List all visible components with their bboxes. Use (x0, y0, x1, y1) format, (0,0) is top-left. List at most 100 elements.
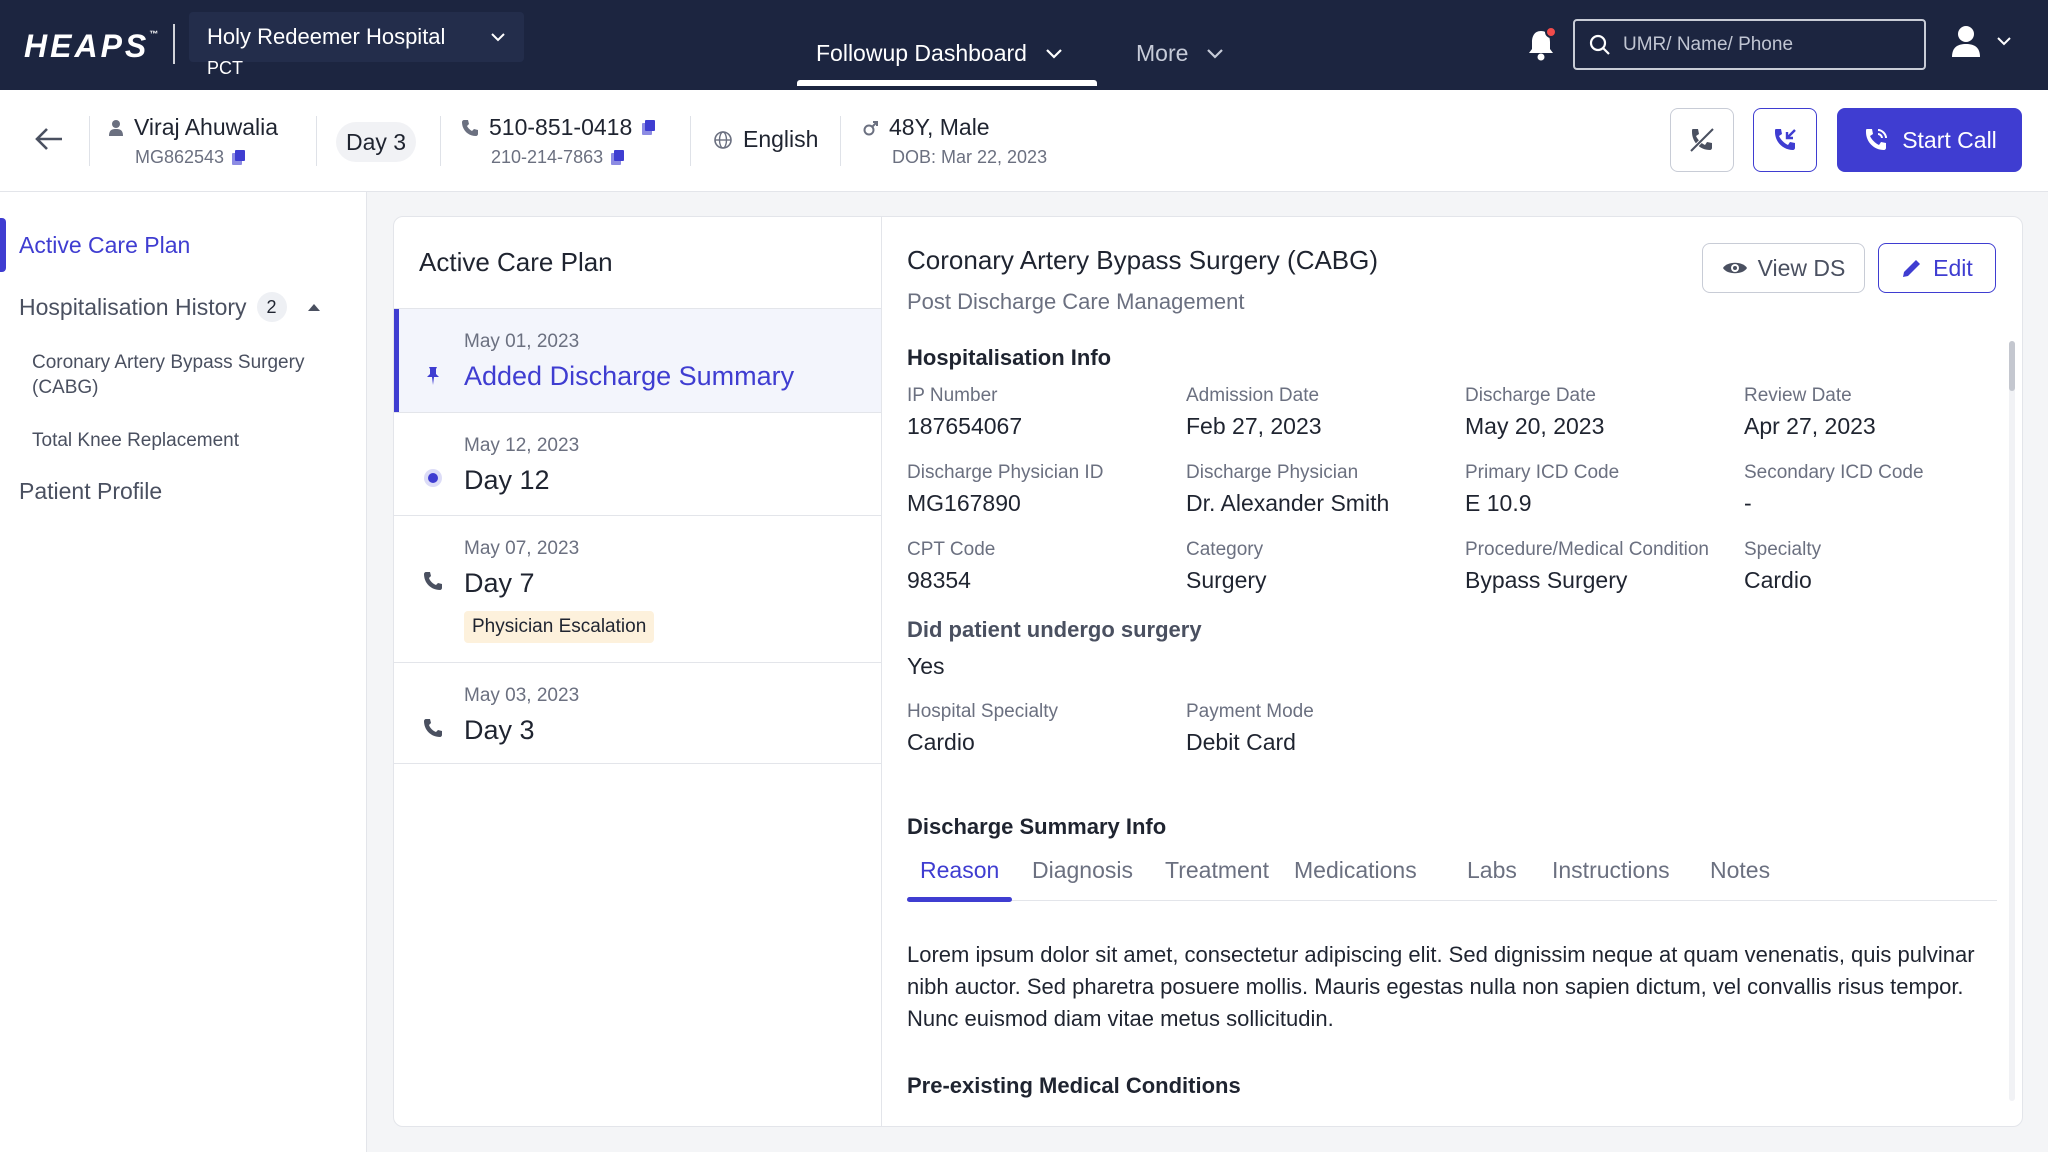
logo-text: HEAPS (24, 27, 150, 64)
sidebar-item-patient-profile[interactable]: Patient Profile (19, 478, 163, 504)
reason-text: Lorem ipsum dolor sit amet, consectetur … (907, 942, 1975, 1031)
field-value: Dr. Alexander Smith (1186, 490, 1390, 516)
heaps-logo[interactable]: HEAPS ™ (24, 28, 158, 64)
field-admission-date: Admission Date Feb 27, 2023 (1186, 385, 1322, 440)
field-label: Secondary ICD Code (1744, 462, 1924, 483)
active-indicator (0, 218, 6, 272)
divider (89, 116, 90, 166)
tab-notes[interactable]: Notes (1710, 857, 1771, 883)
timeline-item[interactable]: May 07, 2023 Day 7 Physician Escalation (394, 515, 881, 662)
field-specialty: Specialty Cardio (1744, 539, 1821, 594)
divider (316, 116, 317, 166)
tab-medications[interactable]: Medications (1294, 857, 1417, 883)
user-menu[interactable] (1950, 24, 2012, 58)
scrollbar-track[interactable] (2009, 341, 2015, 1101)
globe-icon (714, 130, 732, 149)
tab-diagnosis[interactable]: Diagnosis (1032, 857, 1133, 883)
copy-icon[interactable] (642, 120, 656, 135)
field-label: Admission Date (1186, 385, 1320, 406)
sidebar-subitem-knee-replacement[interactable]: Total Knee Replacement (32, 430, 240, 451)
language-block: English (713, 126, 818, 153)
field-label: Discharge Date (1465, 385, 1596, 406)
tab-followup-dashboard[interactable]: Followup Dashboard (816, 40, 1063, 67)
field-value: 187654067 (907, 413, 1023, 439)
user-avatar-icon (1952, 26, 1980, 57)
field-review-date: Review Date Apr 27, 2023 (1744, 385, 1876, 440)
timeline-label: Day 3 (464, 715, 535, 745)
logo-divider (173, 24, 175, 64)
sidebar-item-hospitalisation-history[interactable]: Hospitalisation History 2 (19, 292, 321, 322)
phone-icon (462, 119, 478, 136)
eye-icon (1722, 262, 1747, 274)
tab-label: More (1136, 40, 1189, 66)
field-cpt-code: CPT Code 98354 (907, 539, 995, 594)
chevron-down-icon (1997, 37, 2011, 46)
patient-name: Viraj Ahuwalia (134, 114, 279, 140)
edit-button[interactable]: Edit (1878, 243, 1996, 293)
timeline-date: May 01, 2023 (464, 331, 580, 352)
copy-icon[interactable] (611, 150, 625, 165)
field-value: Cardio (1744, 567, 1812, 593)
phone-icon (424, 719, 442, 737)
sidebar-item-label: Hospitalisation History (19, 293, 247, 320)
pre-existing-conditions-title: Pre-existing Medical Conditions (907, 1073, 1241, 1098)
person-icon (109, 119, 123, 136)
sidebar-subitem-cabg[interactable]: Coronary Artery Bypass Surgery (CABG) (32, 352, 305, 398)
field-ip-number: IP Number 187654067 (907, 385, 1022, 440)
count-badge: 2 (256, 292, 287, 322)
escalation-tag: Physician Escalation (464, 611, 655, 643)
view-ds-button[interactable]: View DS (1702, 243, 1865, 293)
phone-primary[interactable]: 510-851-0418 (489, 114, 633, 140)
copy-icon[interactable] (232, 150, 246, 165)
caret-up-icon[interactable] (307, 303, 321, 312)
discharge-summary-tabs: Reason Diagnosis Treatment Medications L… (907, 857, 1997, 902)
chevron-down-icon (1046, 49, 1062, 59)
field-secondary-icd: Secondary ICD Code - (1744, 462, 1924, 517)
start-call-button[interactable]: Start Call (1837, 108, 2022, 172)
phone-call-icon (1866, 129, 1888, 150)
field-label: Primary ICD Code (1465, 462, 1620, 483)
timeline-date: May 12, 2023 (464, 435, 580, 456)
timeline-item[interactable]: May 03, 2023 Day 3 (394, 662, 881, 764)
radio-dot-icon (424, 469, 442, 487)
hospital-name: Holy Redeemer Hospital (207, 24, 446, 49)
field-value: E 10.9 (1465, 490, 1532, 516)
timeline-item[interactable]: May 01, 2023 Added Discharge Summary (394, 308, 881, 412)
view-ds-label: View DS (1757, 254, 1846, 281)
tab-label: Followup Dashboard (816, 40, 1027, 66)
tab-treatment[interactable]: Treatment (1165, 857, 1269, 883)
end-call-button[interactable] (1670, 108, 1734, 172)
tab-reason[interactable]: Reason (920, 857, 1000, 883)
gender-icon (863, 120, 878, 135)
field-discharge-date: Discharge Date May 20, 2023 (1465, 385, 1604, 440)
timeline-item[interactable]: May 12, 2023 Day 12 (394, 412, 881, 515)
field-hospital-specialty: Hospital Specialty Cardio (907, 701, 1058, 756)
scrollbar-thumb[interactable] (2009, 341, 2015, 391)
tab-labs[interactable]: Labs (1467, 857, 1517, 883)
tab-instructions[interactable]: Instructions (1552, 857, 1670, 883)
field-label: Payment Mode (1186, 701, 1314, 722)
search-box[interactable] (1573, 19, 1926, 70)
chevron-down-icon (1207, 49, 1224, 59)
field-label: Discharge Physician ID (907, 462, 1104, 483)
tab-more[interactable]: More (1136, 40, 1224, 67)
back-arrow-icon[interactable] (34, 126, 64, 152)
field-label: CPT Code (907, 539, 996, 560)
timeline-title: Active Care Plan (419, 247, 613, 277)
sidebar-item-active-care-plan[interactable]: Active Care Plan (19, 232, 191, 258)
start-call-label: Start Call (1902, 126, 1997, 153)
search-icon (1589, 34, 1610, 55)
phone-secondary[interactable]: 210-214-7863 (491, 147, 604, 167)
patient-language: English (743, 126, 819, 152)
patient-mrn: MG862543 (135, 147, 225, 167)
search-input[interactable] (1623, 33, 1903, 56)
field-label: IP Number (907, 385, 998, 406)
divider (840, 116, 841, 166)
incoming-call-button[interactable] (1753, 108, 1817, 172)
hospital-selector[interactable]: Holy Redeemer Hospital (189, 12, 524, 62)
surgery-answer: Yes (907, 653, 945, 679)
patient-name-block: Viraj Ahuwalia MG862543 (108, 114, 278, 168)
field-value: Debit Card (1186, 729, 1296, 755)
procedure-subtitle: Post Discharge Care Management (907, 289, 1245, 314)
field-category: Category Surgery (1186, 539, 1267, 594)
